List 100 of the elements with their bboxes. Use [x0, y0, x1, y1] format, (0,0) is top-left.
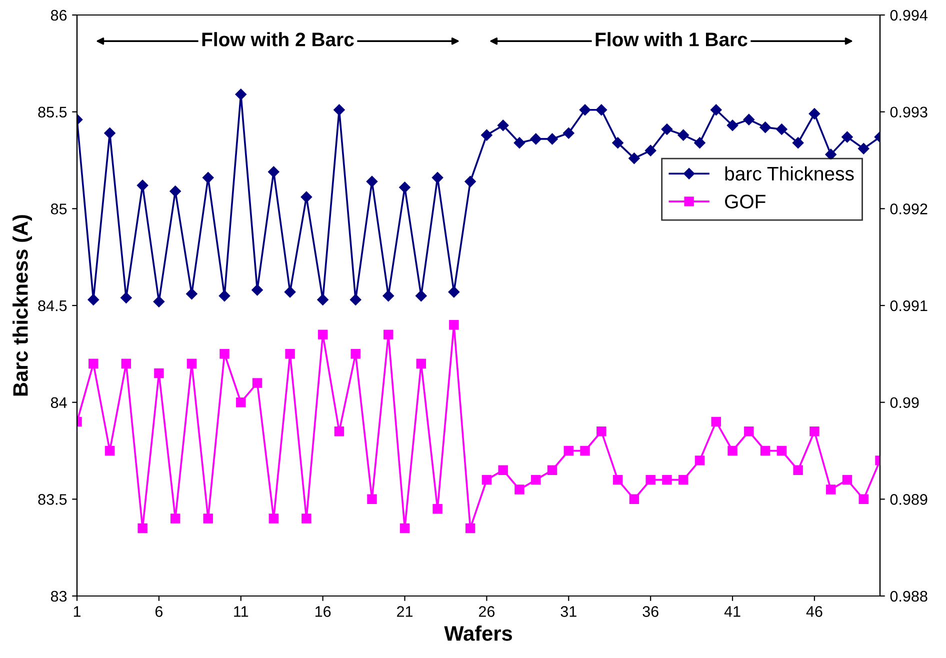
x-tick-label: 16 — [315, 606, 331, 617]
point — [464, 176, 476, 188]
point — [170, 514, 180, 524]
y-tick-label: 85.5 — [38, 106, 67, 118]
y2-tick-label: 0.989 — [890, 494, 928, 505]
point — [678, 474, 688, 485]
point — [498, 465, 508, 475]
point — [170, 186, 181, 197]
point — [481, 129, 492, 141]
point — [530, 474, 541, 485]
point — [104, 446, 115, 456]
point — [792, 137, 804, 148]
point — [662, 474, 672, 485]
point — [514, 484, 524, 494]
y-axis-title: Barc thickness (A) — [12, 215, 32, 396]
point — [744, 426, 754, 436]
point — [203, 514, 213, 524]
point — [842, 131, 853, 143]
point — [564, 446, 574, 456]
point — [302, 514, 312, 524]
point — [563, 128, 574, 139]
y-tick-label: 83 — [50, 590, 67, 602]
point — [136, 180, 148, 192]
point — [318, 330, 328, 340]
point — [235, 88, 246, 100]
point — [776, 124, 788, 135]
point — [153, 296, 165, 308]
point — [678, 129, 689, 141]
point — [810, 426, 820, 436]
point — [154, 368, 164, 378]
point — [497, 120, 509, 131]
point — [367, 494, 377, 504]
point — [334, 104, 345, 116]
point — [284, 286, 296, 298]
annotation: Flow with 2 Barc — [202, 32, 354, 46]
point — [628, 152, 640, 164]
point — [694, 137, 706, 148]
point — [120, 292, 132, 304]
y2-tick-label: 0.994 — [890, 10, 928, 21]
point — [400, 523, 410, 534]
annotation: Flow with 1 Barc — [596, 32, 748, 46]
point — [300, 191, 312, 203]
point — [449, 320, 459, 330]
point — [596, 426, 606, 436]
point — [416, 358, 426, 368]
point — [546, 133, 558, 145]
point — [202, 172, 214, 184]
point — [252, 284, 263, 296]
point — [186, 358, 197, 368]
point — [726, 120, 738, 131]
point — [826, 484, 836, 494]
point — [268, 514, 279, 524]
x-tick-label: 46 — [806, 606, 822, 617]
point — [382, 290, 394, 302]
point — [252, 378, 262, 388]
point — [416, 290, 427, 302]
point — [793, 465, 803, 475]
point — [448, 286, 460, 298]
point — [317, 294, 328, 306]
legend-label: GOF — [725, 194, 766, 208]
point — [384, 330, 394, 340]
point — [776, 446, 787, 456]
x-tick-label: 6 — [155, 606, 163, 617]
point — [760, 122, 771, 133]
point — [88, 294, 99, 306]
point — [612, 474, 623, 485]
y2-tick-label: 0.988 — [890, 590, 928, 602]
y2-tick-label: 0.99 — [890, 397, 919, 408]
point — [432, 504, 442, 514]
y2-tick-label: 0.991 — [890, 300, 928, 312]
point — [694, 456, 705, 466]
point — [218, 290, 230, 302]
y-tick-label: 86 — [50, 10, 67, 21]
y2-tick-label: 0.993 — [890, 106, 928, 118]
point — [514, 137, 526, 148]
x-tick-label: 31 — [560, 606, 576, 617]
x-axis-title: Wafers — [444, 626, 512, 641]
point — [350, 349, 360, 359]
point — [580, 446, 590, 456]
point — [629, 494, 640, 504]
x-tick-label: 41 — [724, 606, 740, 617]
point — [236, 397, 246, 408]
point — [465, 523, 476, 534]
point — [858, 494, 868, 504]
point — [186, 288, 198, 300]
y2-tick-label: 0.992 — [890, 204, 928, 214]
point — [285, 349, 295, 359]
point — [530, 133, 542, 145]
point — [350, 294, 362, 306]
point — [482, 474, 492, 485]
point — [711, 416, 721, 427]
y-tick-label: 84.5 — [38, 300, 67, 312]
point — [661, 124, 673, 135]
x-tick-label: 26 — [478, 606, 495, 617]
point — [334, 426, 344, 436]
point — [842, 474, 852, 485]
point — [104, 128, 116, 139]
point — [760, 446, 770, 456]
point — [121, 358, 132, 368]
point — [743, 114, 755, 126]
